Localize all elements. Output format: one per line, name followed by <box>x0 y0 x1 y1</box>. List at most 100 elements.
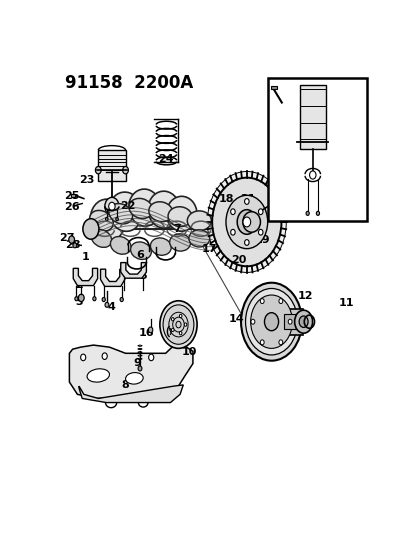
Circle shape <box>93 297 96 301</box>
Ellipse shape <box>90 199 125 241</box>
Circle shape <box>260 340 263 345</box>
Ellipse shape <box>110 237 131 254</box>
Circle shape <box>102 353 107 359</box>
Circle shape <box>278 340 282 345</box>
Ellipse shape <box>149 202 172 222</box>
Ellipse shape <box>87 369 109 382</box>
Circle shape <box>184 323 186 326</box>
Circle shape <box>116 217 118 221</box>
Ellipse shape <box>128 189 160 226</box>
Ellipse shape <box>188 230 209 247</box>
Circle shape <box>242 217 250 227</box>
Circle shape <box>159 301 197 349</box>
Circle shape <box>105 302 109 308</box>
Circle shape <box>287 319 291 324</box>
Circle shape <box>258 209 262 215</box>
Bar <box>71 193 75 197</box>
Circle shape <box>316 211 319 215</box>
Bar <box>284 314 298 329</box>
Ellipse shape <box>91 229 112 247</box>
Ellipse shape <box>148 191 180 228</box>
Text: 21: 21 <box>239 193 254 204</box>
Circle shape <box>122 166 128 174</box>
Ellipse shape <box>166 196 197 231</box>
Text: 14: 14 <box>228 314 243 324</box>
Text: 19: 19 <box>254 235 270 245</box>
Circle shape <box>148 327 152 333</box>
Circle shape <box>78 294 84 302</box>
Circle shape <box>138 366 142 371</box>
Text: 8: 8 <box>121 380 129 390</box>
Text: 24: 24 <box>157 154 173 164</box>
Ellipse shape <box>90 211 113 231</box>
Text: 10: 10 <box>182 347 197 357</box>
Circle shape <box>102 297 105 302</box>
Ellipse shape <box>168 207 192 227</box>
Text: 3: 3 <box>75 297 83 307</box>
Text: 28: 28 <box>65 240 80 251</box>
Circle shape <box>120 297 123 302</box>
Circle shape <box>105 217 108 221</box>
Circle shape <box>148 354 153 361</box>
Circle shape <box>237 209 256 235</box>
Circle shape <box>244 199 249 204</box>
Ellipse shape <box>109 192 142 231</box>
Circle shape <box>250 319 254 324</box>
Circle shape <box>104 197 119 215</box>
Ellipse shape <box>150 238 171 255</box>
Circle shape <box>109 202 115 211</box>
Ellipse shape <box>129 198 152 219</box>
Text: 29: 29 <box>274 185 289 196</box>
Text: 1: 1 <box>81 252 89 262</box>
Ellipse shape <box>130 242 151 260</box>
Text: 25: 25 <box>64 191 79 201</box>
Ellipse shape <box>242 212 260 232</box>
Text: 7: 7 <box>173 224 180 234</box>
Bar <box>299 85 325 149</box>
Bar <box>271 309 302 335</box>
Circle shape <box>230 209 235 215</box>
Bar <box>268 78 366 221</box>
Circle shape <box>284 188 292 198</box>
Circle shape <box>240 282 301 361</box>
Text: 4: 4 <box>107 302 115 312</box>
Circle shape <box>179 332 181 335</box>
Text: 6: 6 <box>136 250 144 260</box>
Circle shape <box>244 240 249 245</box>
Text: 26: 26 <box>64 202 79 212</box>
Bar <box>98 150 125 181</box>
Text: 23: 23 <box>78 175 94 185</box>
Text: 2: 2 <box>75 280 83 290</box>
Text: 5: 5 <box>139 271 147 281</box>
Circle shape <box>207 172 286 272</box>
Ellipse shape <box>109 204 132 224</box>
Text: 13: 13 <box>261 310 277 320</box>
Text: 16: 16 <box>138 328 154 338</box>
Circle shape <box>81 354 85 361</box>
Text: 27: 27 <box>59 233 75 244</box>
Circle shape <box>95 166 101 174</box>
Circle shape <box>278 298 282 304</box>
Polygon shape <box>100 269 125 286</box>
Circle shape <box>83 219 99 239</box>
Circle shape <box>75 297 78 301</box>
Circle shape <box>69 236 74 243</box>
Text: 9: 9 <box>133 358 141 368</box>
Circle shape <box>179 314 181 318</box>
Circle shape <box>264 313 278 330</box>
Polygon shape <box>79 385 183 402</box>
Circle shape <box>225 195 267 248</box>
Circle shape <box>294 310 312 333</box>
Text: 17: 17 <box>201 245 216 254</box>
Ellipse shape <box>125 373 143 384</box>
Circle shape <box>250 295 292 349</box>
Text: 18: 18 <box>218 193 234 204</box>
Text: 20: 20 <box>230 255 246 265</box>
Circle shape <box>211 177 281 266</box>
Circle shape <box>299 316 307 327</box>
Text: 22: 22 <box>120 200 135 211</box>
Circle shape <box>163 305 193 344</box>
Circle shape <box>171 328 173 332</box>
Text: 15: 15 <box>169 330 184 340</box>
Circle shape <box>305 211 309 215</box>
